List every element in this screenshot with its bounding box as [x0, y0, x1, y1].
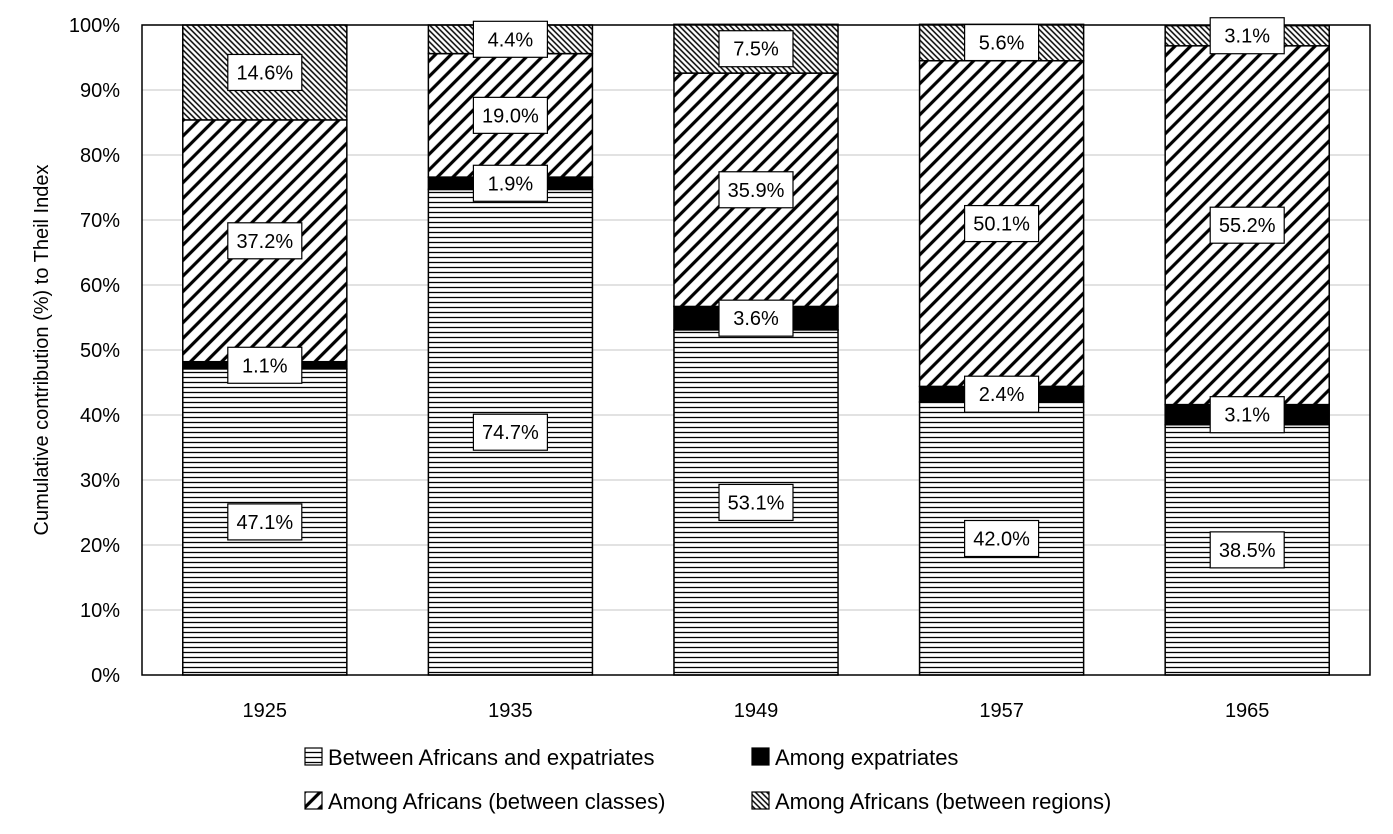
- data-label: 55.2%: [1209, 206, 1285, 244]
- legend-swatch: [304, 791, 323, 810]
- data-label-box: [718, 299, 794, 337]
- x-tick-label: 1949: [734, 700, 779, 722]
- data-label-box: [472, 20, 548, 58]
- data-label: 3.1%: [1209, 17, 1285, 55]
- legend-label: Among Africans (between regions): [775, 789, 1111, 814]
- legend-label: Among expatriates: [775, 745, 958, 770]
- y-tick-label: 30%: [80, 470, 120, 492]
- data-label: 37.2%: [227, 222, 303, 260]
- data-label: 35.9%: [718, 171, 794, 209]
- data-label-box: [472, 413, 548, 451]
- data-label-box: [472, 164, 548, 202]
- data-label-value: 50.1%: [973, 214, 1030, 236]
- data-label-value: 47.1%: [236, 512, 293, 534]
- x-tick-label: 1957: [979, 700, 1024, 722]
- data-label-value: 55.2%: [1219, 215, 1276, 237]
- data-label: 38.5%: [1209, 531, 1285, 569]
- data-label: 4.4%: [472, 20, 548, 58]
- data-label-value: 42.0%: [973, 529, 1030, 551]
- y-tick-label: 60%: [80, 275, 120, 297]
- data-label: 1.9%: [472, 164, 548, 202]
- data-label: 5.6%: [963, 23, 1040, 62]
- tick-labels: 0% 10% 20% 30% 40% 50% 60% 70% 80% 90% 100% 1925 193…: [69, 15, 1270, 722]
- data-label-box: [227, 53, 303, 92]
- data-label-box: [718, 171, 794, 209]
- data-label-box: [1209, 206, 1285, 244]
- data-label: 50.1%: [963, 204, 1040, 243]
- x-tick-label: 1925: [243, 700, 288, 722]
- legend-swatch: [751, 747, 770, 766]
- data-label-value: 1.9%: [488, 173, 534, 195]
- data-label-value: 3.1%: [1224, 405, 1270, 427]
- data-label: 3.6%: [718, 299, 794, 337]
- data-label: 47.1%: [227, 503, 303, 541]
- data-label-value: 19.0%: [482, 105, 539, 127]
- x-tick-label: 1935: [488, 700, 533, 722]
- data-label: 2.4%: [963, 375, 1040, 413]
- data-label: 7.5%: [718, 30, 794, 68]
- legend-label: Between Africans and expatriates: [328, 745, 655, 770]
- y-tick-label: 80%: [80, 145, 120, 167]
- data-label-box: [1209, 396, 1285, 434]
- data-label: 53.1%: [718, 483, 794, 522]
- data-label: 19.0%: [472, 96, 548, 134]
- axes: [141, 24, 1371, 676]
- data-label-value: 74.7%: [482, 422, 539, 444]
- data-label: 74.7%: [472, 413, 548, 451]
- legend-item: Among Africans (between classes): [304, 789, 666, 814]
- data-label-box: [227, 503, 303, 541]
- data-label-box: [718, 483, 794, 522]
- data-label-value: 53.1%: [728, 492, 785, 514]
- legend-item: Among expatriates: [751, 745, 958, 770]
- legend-item: Between Africans and expatriates: [304, 745, 655, 770]
- data-label: 3.1%: [1209, 396, 1285, 434]
- data-label-box: [227, 222, 303, 260]
- data-label-box: [1209, 17, 1285, 55]
- data-label-box: [963, 204, 1040, 243]
- y-tick-label: 70%: [80, 210, 120, 232]
- data-label: 1.1%: [227, 346, 303, 384]
- data-label-value: 2.4%: [979, 384, 1025, 406]
- data-label-value: 1.1%: [242, 355, 288, 377]
- data-label-value: 14.6%: [236, 62, 293, 84]
- legend-swatch: [304, 747, 323, 766]
- data-labels: 47.1% 1.1% 37.2% 14.6% 74.7% 1.9% 19.0% 4.4% 53.…: [227, 17, 1285, 569]
- data-label-value: 7.5%: [733, 39, 779, 61]
- legend-swatch: [751, 791, 770, 810]
- data-label: 42.0%: [963, 519, 1040, 558]
- data-label-value: 35.9%: [728, 180, 785, 202]
- y-tick-label: 10%: [80, 600, 120, 622]
- data-label-box: [1209, 531, 1285, 569]
- x-tick-label: 1965: [1225, 700, 1270, 722]
- data-label-box: [963, 23, 1040, 62]
- y-tick-label: 90%: [80, 80, 120, 102]
- data-label-box: [963, 519, 1040, 558]
- data-label-value: 4.4%: [488, 29, 534, 51]
- y-tick-label: 40%: [80, 405, 120, 427]
- plot-frame: [141, 24, 1371, 676]
- data-label-value: 5.6%: [979, 33, 1025, 55]
- data-label-value: 37.2%: [236, 231, 293, 253]
- y-axis-title: Cumulative contribution (%) to Theil Ind…: [31, 165, 53, 536]
- y-tick-label: 20%: [80, 535, 120, 557]
- y-tick-label: 0%: [91, 665, 120, 687]
- y-tick-label: 100%: [69, 15, 120, 37]
- data-label-value: 38.5%: [1219, 540, 1276, 562]
- y-tick-label: 50%: [80, 340, 120, 362]
- legend-label: Among Africans (between classes): [328, 789, 666, 814]
- legend: Between Africans and expatriates Among ex…: [304, 745, 1111, 814]
- legend-item: Among Africans (between regions): [751, 789, 1111, 814]
- data-label-box: [227, 346, 303, 384]
- data-label-value: 3.1%: [1224, 26, 1270, 48]
- data-label-box: [963, 375, 1040, 413]
- data-label-box: [718, 30, 794, 68]
- data-label-value: 3.6%: [733, 308, 779, 330]
- data-label: 14.6%: [227, 53, 303, 92]
- data-label-box: [472, 96, 548, 134]
